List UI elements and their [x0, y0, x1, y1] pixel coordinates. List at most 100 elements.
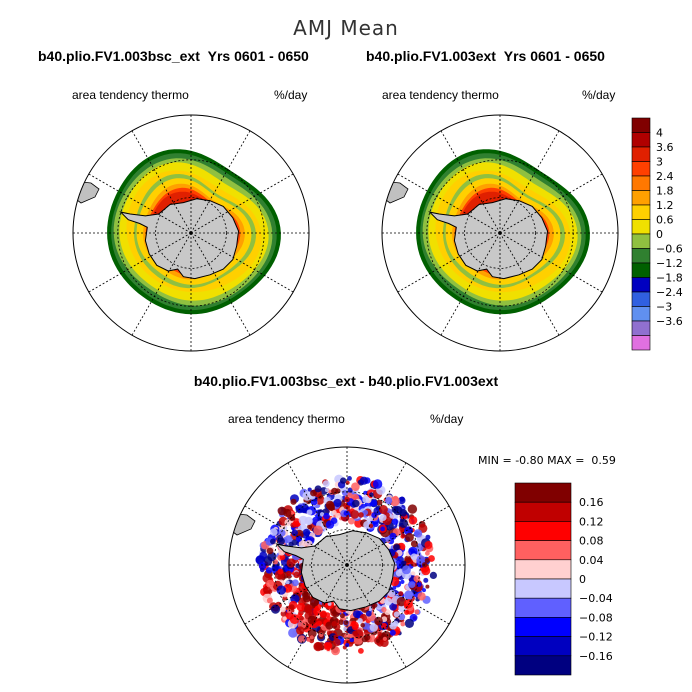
diff-cell [351, 482, 360, 492]
colorbar-tick-label: 2.4 [656, 170, 674, 183]
diff-cell [270, 528, 278, 536]
diff-cell [389, 496, 400, 507]
diff-colorbar-tick-label: 0 [579, 573, 586, 586]
diff-cell [374, 616, 383, 626]
figure-title: AMJ Mean [293, 16, 399, 40]
right-variable-label: area tendency thermo [382, 88, 499, 102]
colorbar-swatch [631, 291, 651, 307]
diff-cell [381, 606, 387, 613]
diff-cell [348, 517, 355, 525]
diff-map-boundary [228, 446, 466, 684]
diff-cell [408, 516, 418, 525]
diff-cell [393, 611, 400, 618]
diff-units-label: %/day [430, 412, 464, 426]
diff-cell [283, 508, 292, 517]
diff-colorbar-tick-label: 0.16 [579, 496, 604, 509]
diff-cell [327, 601, 332, 606]
min-label: MIN = [478, 454, 512, 467]
left-years: Yrs 0601 - 0650 [207, 48, 309, 64]
diff-cell [298, 635, 306, 643]
diff-colorbar: 0.16 0.12 0.08 0.04 0 −0.04 −0.08 −0.12 −0.16 [514, 482, 613, 676]
diff-cell [422, 588, 426, 593]
diff-cell [360, 623, 366, 628]
diff-cell [279, 554, 286, 561]
diff-cell [362, 509, 369, 516]
diff-cell [414, 609, 420, 615]
diff-cell [314, 485, 322, 493]
diff-cell [369, 623, 378, 632]
diff-cell [410, 553, 418, 561]
diff-colorbar-swatch [514, 521, 572, 541]
diff-cell [333, 634, 339, 640]
diff-cell [391, 518, 399, 525]
diff-cell [304, 516, 313, 526]
right-map-boundary [381, 114, 619, 352]
diff-cell [325, 621, 334, 630]
colorbar-swatch [631, 146, 651, 162]
diff-colorbar-swatch [514, 578, 572, 599]
diff-cell [303, 604, 313, 614]
diff-cell [400, 579, 405, 585]
colorbar-swatch [631, 219, 651, 235]
diff-cell [302, 491, 313, 501]
diff-cell [351, 623, 359, 631]
diff-cell [265, 567, 273, 574]
diff-cell [325, 500, 335, 510]
diff-cell [423, 577, 429, 583]
diff-cell [284, 535, 293, 544]
diff-cell [347, 476, 352, 481]
diff-cell [277, 568, 284, 575]
diff-cell [343, 627, 348, 631]
right-panel-title: b40.plio.FV1.003ext Yrs 0601 - 0650 [366, 48, 605, 64]
diff-cell [399, 509, 408, 517]
diff-cell [266, 547, 274, 555]
diff-cell [291, 529, 299, 537]
diff-cell [349, 637, 355, 643]
colorbar-swatch [631, 132, 651, 148]
diff-cell [404, 590, 414, 600]
diff-cell [313, 641, 323, 652]
diff-minmax: MIN = -0.80 MAX = 0.59 [478, 454, 616, 467]
min-value: -0.80 [515, 454, 544, 467]
diff-cell [405, 532, 414, 542]
south-america-land [73, 180, 100, 204]
left-variable-label: area tendency thermo [72, 88, 189, 102]
diff-cell [407, 504, 418, 514]
diff-polar-map [229, 447, 465, 683]
left-polar-map [73, 115, 309, 351]
max-label: MAX = [547, 454, 585, 467]
diff-cell [404, 618, 414, 629]
south-america-land [382, 180, 409, 204]
diff-cell [358, 512, 364, 518]
diff-cell [276, 534, 284, 543]
diff-cell [377, 631, 382, 636]
diff-cell [310, 489, 317, 497]
diff-cell [347, 487, 353, 493]
diff-cell [398, 496, 406, 505]
colorbar-tick-label: −2.4 [656, 286, 683, 299]
diff-cell [428, 555, 435, 562]
diff-cell [332, 638, 341, 647]
diff-cell [375, 638, 380, 644]
diff-colorbar-tick-label: 0.08 [579, 535, 604, 548]
diff-cell [288, 628, 298, 638]
colorbar-tick-label: 3.6 [656, 141, 674, 154]
diff-cell [295, 535, 302, 542]
diff-cell [416, 555, 426, 565]
diff-cell [266, 579, 274, 588]
colorbar-swatch [631, 161, 651, 177]
colorbar-tick-label: −3.6 [656, 315, 683, 328]
top-colorbar: 43.6 32.4 1.81.2 0.60 −0.6−1.2 −1.8−2.4 −3−3.6 [631, 117, 683, 351]
diff-cell [408, 581, 416, 588]
south-america-land [229, 512, 256, 536]
diff-cell [413, 529, 423, 538]
diff-colorbar-tick-label: −0.16 [579, 650, 613, 663]
diff-cell [271, 564, 279, 572]
diff-cell [331, 621, 337, 627]
diff-colorbar-tick-label: −0.04 [579, 592, 613, 605]
latitude-circle [155, 197, 227, 269]
latitude-circle [311, 529, 383, 601]
diff-cell [289, 614, 300, 625]
diff-colorbar-swatch [514, 482, 572, 503]
diff-colorbar-swatch [514, 597, 572, 618]
